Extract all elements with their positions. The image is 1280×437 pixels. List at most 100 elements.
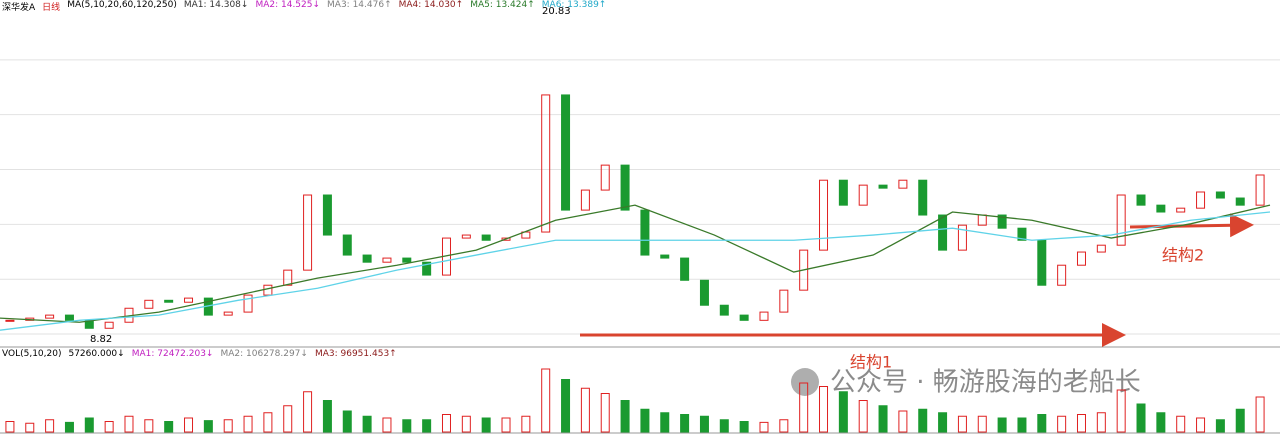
volume-bar xyxy=(779,419,789,433)
candle xyxy=(620,164,630,211)
volume-bar xyxy=(997,417,1007,433)
volume-bar xyxy=(422,419,432,433)
candle xyxy=(1017,227,1027,241)
header-item: 日线 xyxy=(42,3,61,13)
volume-bar xyxy=(461,415,471,433)
candle xyxy=(144,299,154,309)
candle xyxy=(541,94,551,233)
volume-bar xyxy=(223,419,233,433)
volume-bar xyxy=(84,417,94,433)
volume-bar xyxy=(660,412,670,433)
volume-bar xyxy=(918,408,928,433)
volume-bar xyxy=(739,421,749,433)
candle xyxy=(164,299,174,303)
candle xyxy=(838,179,848,206)
volume-header: VOL(5,10,20) 57260.000↓ MA1: 72472.203↓ MA2… xyxy=(2,349,397,359)
candle xyxy=(1096,244,1106,253)
arrow xyxy=(1129,213,1254,238)
volume-bar xyxy=(759,421,769,433)
candle xyxy=(422,261,432,276)
volume-bar xyxy=(124,415,134,433)
candle xyxy=(283,269,293,286)
volume-bar xyxy=(402,419,412,433)
volume-bar xyxy=(640,408,650,433)
volume-bar xyxy=(957,415,967,433)
candle xyxy=(640,209,650,256)
candle xyxy=(938,214,948,251)
candle xyxy=(104,321,114,329)
header-item: MA3: 14.476↑ xyxy=(327,0,392,10)
volume-bar xyxy=(977,415,987,433)
candle xyxy=(5,319,15,322)
header-item: MA1: 72472.203↓ xyxy=(131,349,214,359)
volume-bar xyxy=(64,421,74,433)
candle xyxy=(481,234,491,241)
candle xyxy=(1156,204,1166,213)
volume-bar xyxy=(1215,419,1225,433)
volume-bar xyxy=(283,405,293,433)
volume-bar xyxy=(342,410,352,433)
volume-bar xyxy=(680,414,690,433)
candle xyxy=(45,314,55,319)
volume-bar xyxy=(164,421,174,433)
candle xyxy=(1176,207,1186,213)
volume-bar xyxy=(1255,396,1265,433)
candle xyxy=(957,224,967,251)
candle xyxy=(461,234,471,239)
candle xyxy=(184,297,194,303)
volume-bar xyxy=(799,382,809,433)
candle xyxy=(878,184,888,189)
volume-bar xyxy=(620,400,630,433)
candle xyxy=(1235,197,1245,206)
candle xyxy=(382,257,392,263)
candle xyxy=(719,304,729,316)
low-label: 8.82 xyxy=(90,334,112,345)
volume-bar xyxy=(561,379,571,433)
candle xyxy=(739,314,749,321)
volume-bar xyxy=(1196,417,1206,433)
candle xyxy=(1076,251,1086,266)
candle xyxy=(223,311,233,316)
volume-bar xyxy=(481,417,491,433)
candle xyxy=(303,194,313,271)
volume-bar xyxy=(243,415,253,433)
header-item: VOL(5,10,20) xyxy=(2,349,62,359)
candle xyxy=(997,214,1007,229)
volume-bar xyxy=(1156,412,1166,433)
volume-bar xyxy=(878,405,888,433)
price-header: 深华发A 日线 MA(5,10,20,60,120,250) MA1: 14.308↓… xyxy=(2,0,606,13)
annotation: 结构2 xyxy=(1162,246,1204,265)
candle xyxy=(680,257,690,281)
candle xyxy=(819,179,829,251)
volume-bar xyxy=(719,419,729,433)
volume-bar xyxy=(699,415,709,433)
candle xyxy=(1136,194,1146,206)
high-label: 20.83 xyxy=(542,6,571,17)
candle xyxy=(660,254,670,259)
volume-bar xyxy=(263,412,273,433)
candle xyxy=(561,94,571,211)
candle xyxy=(501,237,511,241)
header-item: MA1: 14.308↓ xyxy=(183,0,249,10)
volume-bar xyxy=(938,412,948,433)
volume-bar xyxy=(541,368,551,433)
volume-bar xyxy=(600,393,610,433)
candle xyxy=(600,164,610,191)
candle xyxy=(1196,191,1206,209)
volume-bar xyxy=(1017,417,1027,433)
volume-bar xyxy=(441,414,451,433)
candle xyxy=(699,279,709,306)
header-item: 57260.000↓ xyxy=(68,349,125,359)
volume-bar xyxy=(362,415,372,433)
volume-bar xyxy=(501,417,511,433)
candle xyxy=(64,314,74,321)
volume-bar xyxy=(858,400,868,433)
volume-bar xyxy=(1176,415,1186,433)
volume-bar xyxy=(819,386,829,433)
candle xyxy=(263,284,273,296)
volume-bar xyxy=(322,400,332,433)
candle xyxy=(342,234,352,256)
header-item: MA2: 106278.297↓ xyxy=(220,349,308,359)
candle xyxy=(1037,239,1047,286)
